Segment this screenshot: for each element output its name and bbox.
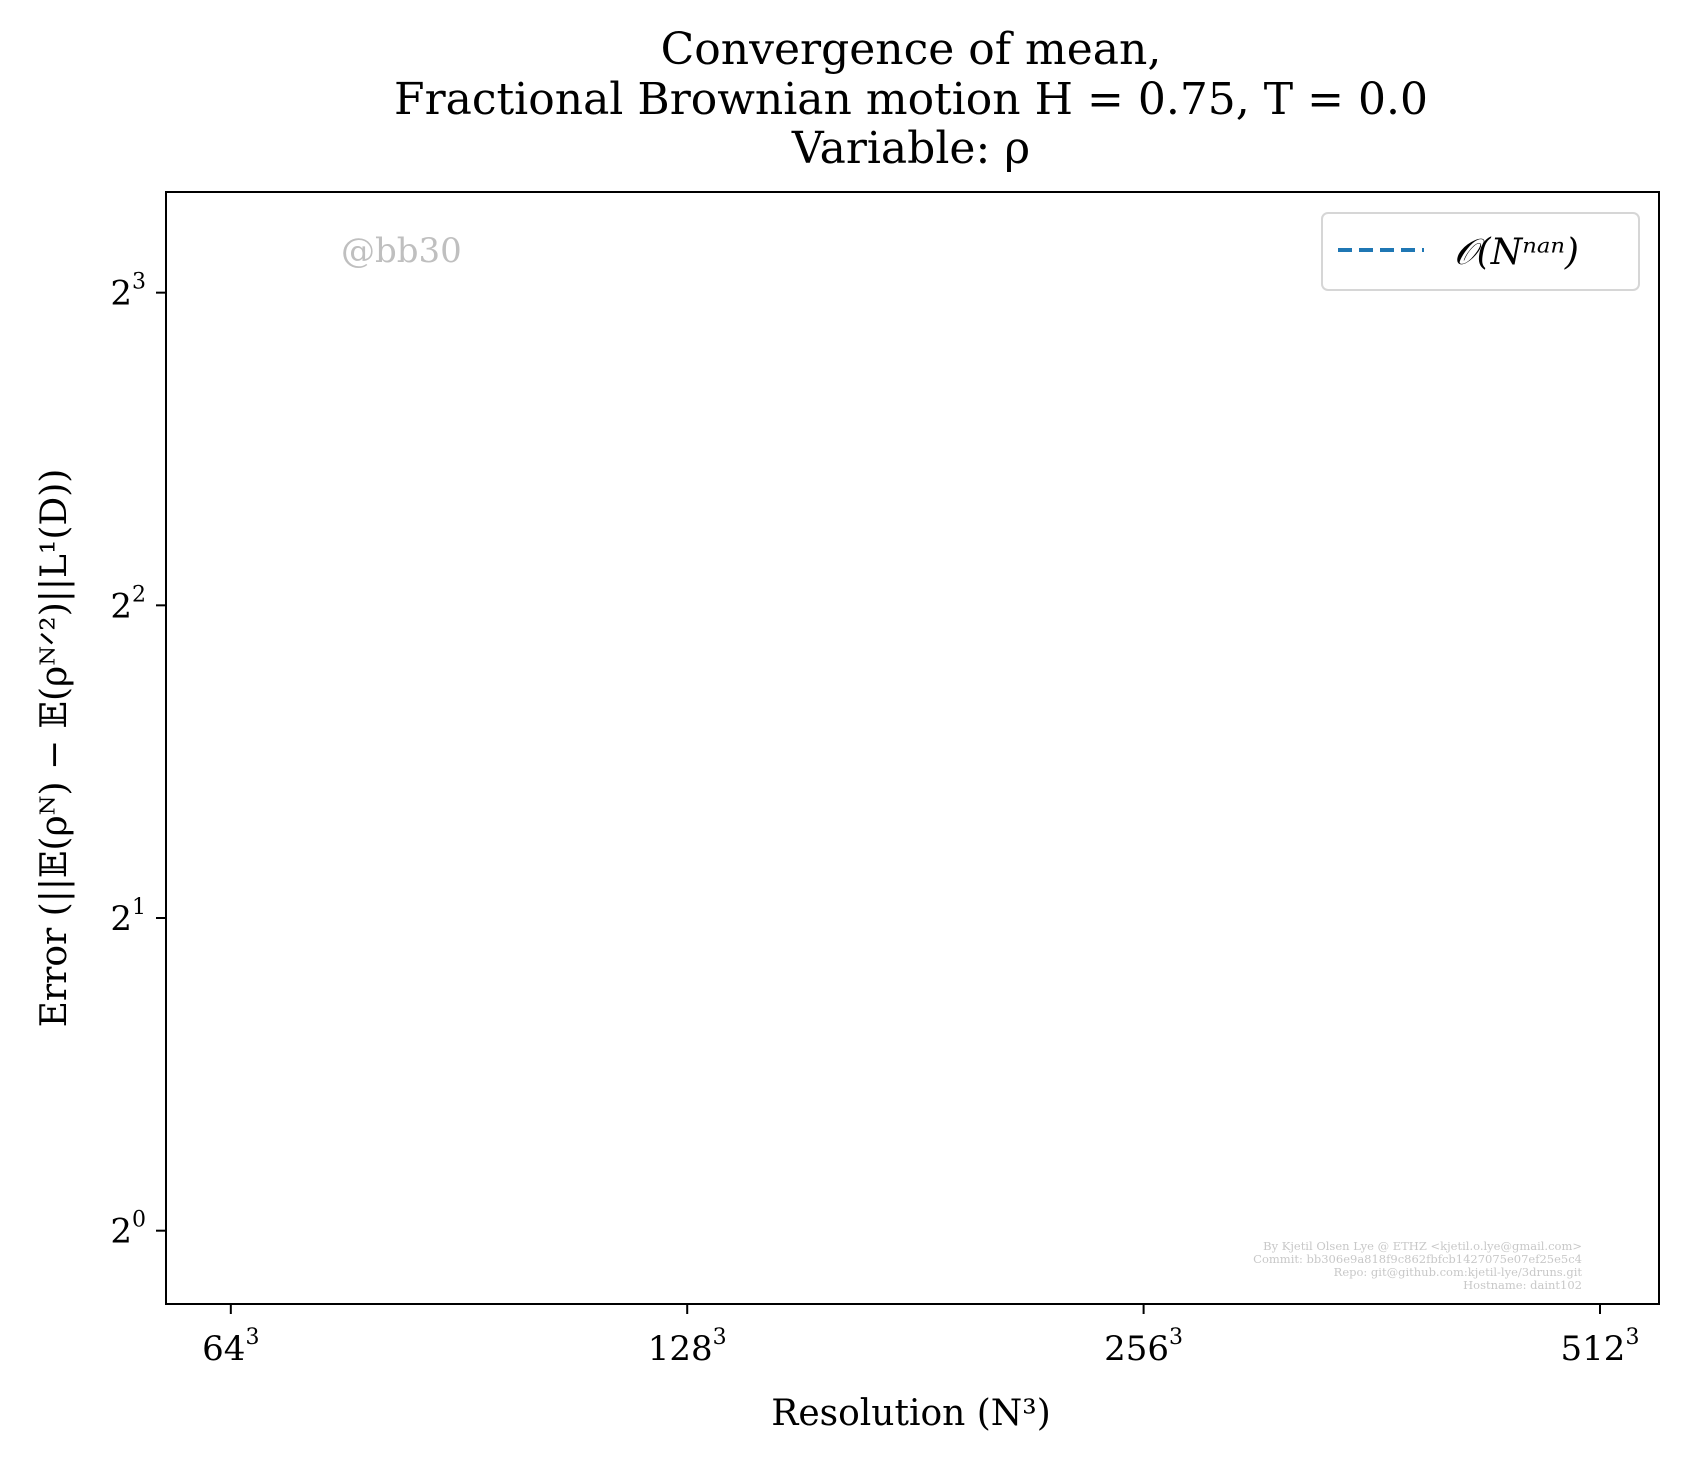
y-tick-exponent: 1 — [132, 895, 146, 920]
watermark-text: @bb30 — [341, 231, 462, 271]
footer-line-4: Hostname: daint102 — [1463, 1278, 1582, 1292]
y-tick-base: 2 — [110, 1212, 132, 1252]
footer-line-3: Repo: git@github.com:kjetil-lye/3druns.g… — [1334, 1265, 1583, 1279]
x-tick-base: 64 — [202, 1329, 245, 1369]
x-tick-exponent: 3 — [245, 1325, 259, 1350]
legend-box — [1321, 212, 1640, 291]
x-tick-exponent: 3 — [1169, 1325, 1183, 1350]
footer-credits: By Kjetil Olsen Lye @ ETHZ <kjetil.o.lye… — [1253, 1239, 1582, 1292]
y-tick-base: 2 — [110, 586, 132, 626]
y-tick-label: 23 — [110, 270, 146, 314]
y-tick-exponent: 2 — [132, 582, 146, 607]
footer-line-1: By Kjetil Olsen Lye @ ETHZ <kjetil.o.lye… — [1263, 1239, 1582, 1253]
title-line-2: Fractional Brownian motion H = 0.75, T =… — [394, 74, 1428, 125]
x-tick-base: 128 — [648, 1329, 713, 1369]
y-tick-exponent: 0 — [132, 1208, 146, 1233]
x-tick-exponent: 3 — [1625, 1325, 1639, 1350]
x-tick-base: 256 — [1104, 1329, 1169, 1369]
x-tick-label: 2563 — [1104, 1325, 1183, 1369]
plot-area — [165, 191, 1660, 1305]
x-tick-label: 643 — [202, 1325, 259, 1369]
x-axis: 643 1283 2563 5123 — [202, 1304, 1639, 1369]
y-tick-exponent: 3 — [132, 270, 146, 295]
legend: 𝒪(Nⁿᵃⁿ) — [1321, 212, 1640, 291]
title-line-3: Variable: ρ — [791, 123, 1030, 174]
x-tick-label: 1283 — [648, 1325, 727, 1369]
title-line-1: Convergence of mean, — [661, 24, 1162, 75]
x-tick-exponent: 3 — [713, 1325, 727, 1350]
y-tick-label: 22 — [110, 582, 146, 626]
y-tick-label: 21 — [110, 895, 146, 939]
x-axis-label: Resolution (N³) — [771, 1393, 1051, 1434]
chart-title: Convergence of mean, Fractional Brownian… — [394, 24, 1428, 174]
legend-label: 𝒪(Nⁿᵃⁿ) — [1454, 232, 1579, 273]
y-tick-base: 2 — [110, 274, 132, 314]
x-tick-base: 512 — [1561, 1329, 1626, 1369]
y-axis-label: Error (||𝔼(ρᴺ) − 𝔼(ρᴺᐟ²)||L¹(D)) — [34, 469, 75, 1028]
x-tick-label: 5123 — [1561, 1325, 1640, 1369]
y-tick-label: 20 — [110, 1208, 146, 1252]
footer-line-2: Commit: bb306e9a818f9c862fbfcb1427075e07… — [1253, 1252, 1582, 1266]
y-tick-base: 2 — [110, 899, 132, 939]
